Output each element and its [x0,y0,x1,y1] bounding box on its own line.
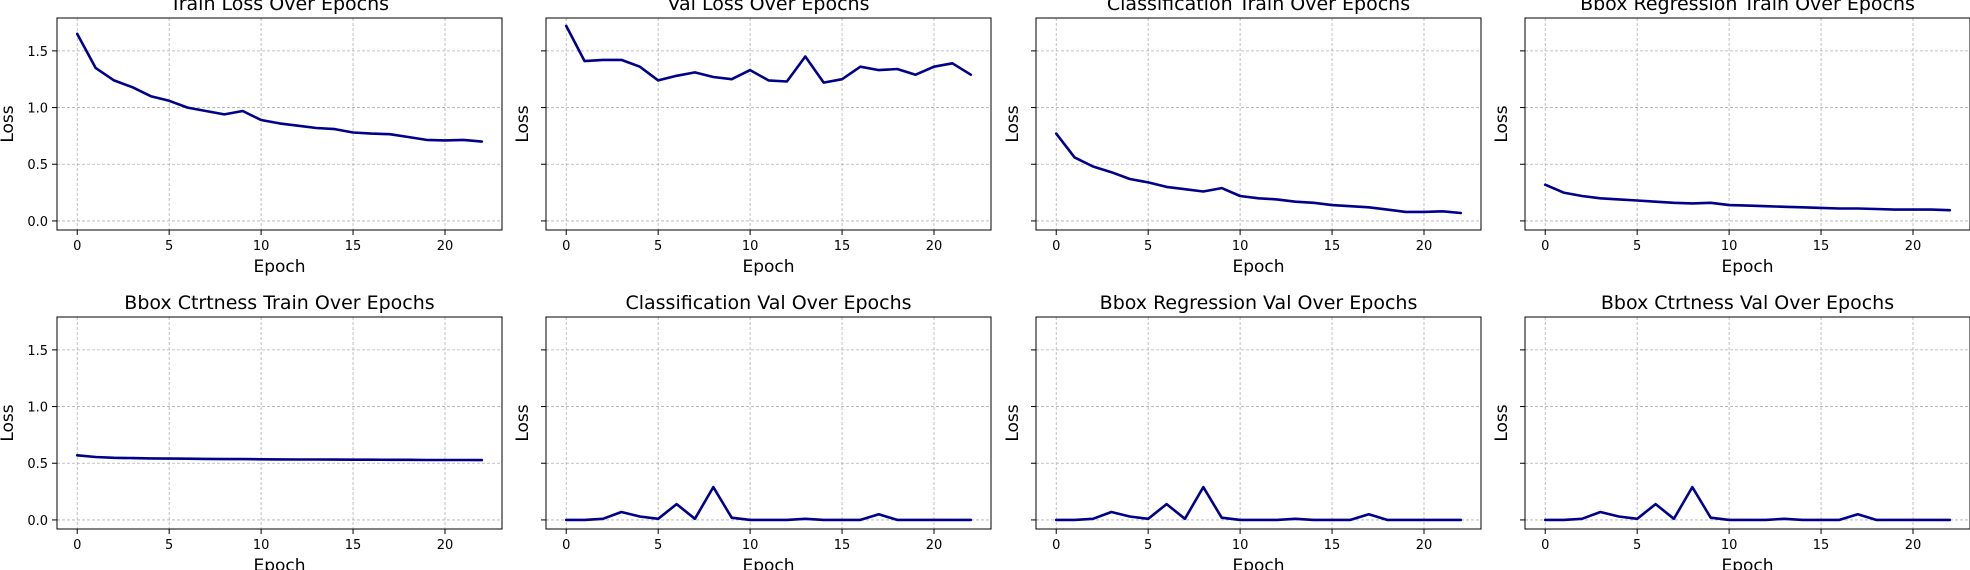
x-tick-label: 20 [437,538,454,553]
chart-title: Classification Val Over Epochs [625,292,911,314]
subplot-6: 0 5 10 15 20 Classification Val Over Epochs Ep… [513,292,992,570]
subplot-1: 0 5 10 15 20 0.0 0.5 1.0 1.5 Train Loss Over Epoc… [0,0,503,277]
x-tick-label: 5 [1144,538,1152,553]
x-tick-label: 20 [1905,538,1922,553]
x-axis-label: Epoch [1721,556,1773,570]
x-tick-label: 10 [1721,239,1738,254]
x-tick-label: 15 [1813,538,1830,553]
x-tick-label: 15 [834,239,851,254]
y-axis-label: Loss [0,404,18,441]
chart-title: Bbox Ctrtness Val Over Epochs [1601,292,1894,314]
x-tick-label: 5 [165,239,173,254]
chart-title: Classification Train Over Epochs [1107,0,1410,15]
x-tick-label: 20 [1416,239,1433,254]
chart-title: Train Loss Over Epochs [169,0,389,15]
loss-series-line [1543,485,1952,522]
y-axis-label: Loss [1492,105,1512,142]
x-axis-label: Epoch [253,257,305,277]
subplot-4: 0 5 10 15 20 Bbox Regression Train Over Epoch… [1492,0,1970,277]
x-tick-label: 10 [1232,239,1249,254]
subplot-5: 0 5 10 15 20 0.0 0.5 1.0 1.5 Bbox Ctrtness Train … [0,292,503,570]
x-tick-label: 5 [1633,538,1641,553]
x-tick-label: 10 [742,239,759,254]
x-tick-label: 20 [1905,239,1922,254]
x-tick-label: 10 [253,239,270,254]
x-tick-label: 0 [73,538,81,553]
x-tick-label: 20 [437,239,454,254]
y-tick-label: 1.0 [27,401,48,416]
x-tick-label: 15 [1324,538,1341,553]
subplot-8: 0 5 10 15 20 Bbox Ctrtness Val Over Epochs Epo… [1492,292,1970,570]
y-tick-label: 1.0 [27,102,48,117]
x-tick-label: 15 [834,538,851,553]
x-tick-label: 5 [1144,239,1152,254]
y-tick-label: 0.0 [27,215,48,230]
x-tick-label: 15 [1813,239,1830,254]
plot-frame [56,316,503,530]
y-tick-label: 1.5 [27,344,48,359]
x-axis-label: Epoch [1232,556,1284,570]
x-tick-label: 5 [1633,239,1641,254]
loss-series-line [1054,485,1463,522]
y-tick-label: 0.0 [27,514,48,529]
x-axis-label: Epoch [742,556,794,570]
y-axis-label: Loss [513,105,533,142]
loss-series-line [564,24,973,84]
x-tick-label: 5 [654,239,662,254]
plot-frame [56,17,503,231]
loss-series-line [75,453,484,462]
plot-frame [1524,316,1970,530]
x-tick-label: 0 [1541,538,1549,553]
loss-series-line [564,485,973,522]
x-tick-label: 20 [926,239,943,254]
x-tick-label: 5 [165,538,173,553]
y-axis-label: Loss [1492,404,1512,441]
x-tick-label: 15 [1324,239,1341,254]
x-tick-label: 0 [562,538,570,553]
x-tick-label: 0 [73,239,81,254]
x-axis-label: Epoch [253,556,305,570]
subplot-7: 0 5 10 15 20 Bbox Regression Val Over Epochs E… [1003,292,1482,570]
y-tick-label: 0.5 [27,457,48,472]
chart-title: Val Loss Over Epochs [667,0,869,15]
plot-frame [1035,316,1482,530]
x-tick-label: 0 [562,239,570,254]
y-axis-label: Loss [513,404,533,441]
x-tick-label: 0 [1052,538,1060,553]
x-tick-label: 10 [1232,538,1249,553]
loss-series-line [1054,132,1463,215]
subplot-3: 0 5 10 15 20 Classification Train Over Epochs… [1003,0,1482,277]
x-tick-label: 20 [926,538,943,553]
y-tick-label: 1.5 [27,45,48,60]
x-axis-label: Epoch [742,257,794,277]
x-tick-label: 10 [253,538,270,553]
plot-frame [1035,17,1482,231]
loss-series-line [75,32,484,143]
x-tick-label: 10 [1721,538,1738,553]
x-tick-label: 15 [345,538,362,553]
x-tick-label: 10 [742,538,759,553]
chart-title: Bbox Regression Val Over Epochs [1100,292,1418,314]
x-axis-label: Epoch [1232,257,1284,277]
y-axis-label: Loss [1003,404,1023,441]
chart-title: Bbox Regression Train Over Epochs [1580,0,1915,15]
x-tick-label: 15 [345,239,362,254]
y-tick-label: 0.5 [27,158,48,173]
x-tick-label: 0 [1052,239,1060,254]
chart-title: Bbox Ctrtness Train Over Epochs [124,292,434,314]
subplot-2: 0 5 10 15 20 Val Loss Over Epochs Epoch Loss [513,0,992,277]
x-tick-label: 5 [654,538,662,553]
x-tick-label: 0 [1541,239,1549,254]
y-axis-label: Loss [0,105,18,142]
plot-frame [545,316,992,530]
plot-frame [1524,17,1970,231]
x-tick-label: 20 [1416,538,1433,553]
y-axis-label: Loss [1003,105,1023,142]
loss-series-line [1543,183,1952,212]
x-axis-label: Epoch [1721,257,1773,277]
plot-frame [545,17,992,231]
